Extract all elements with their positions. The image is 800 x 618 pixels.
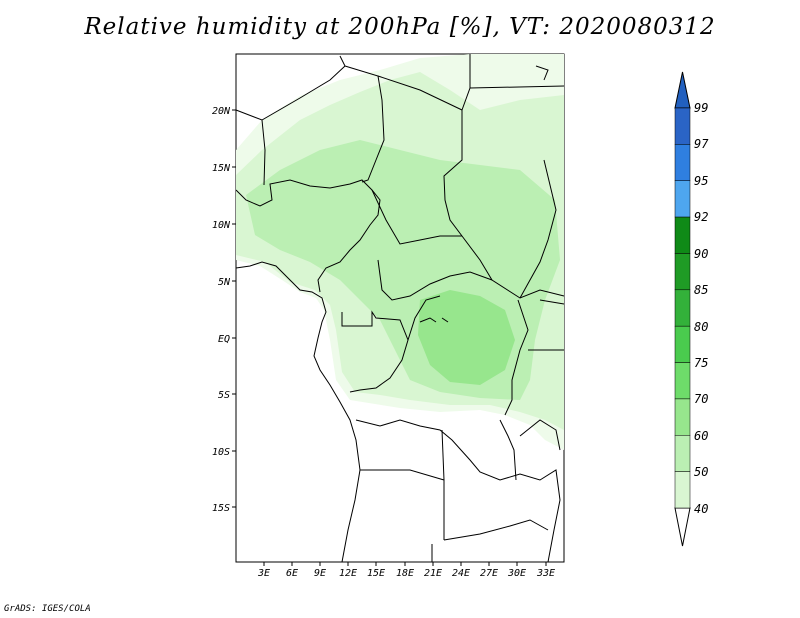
colorbar-segments [674,107,691,509]
lon-tick-label: 18E [396,568,414,579]
lat-tick-label: 5N [218,277,231,288]
colorbar-segment [674,144,691,181]
map-title: Relative humidity at 200hPa [%], VT: 202… [84,14,716,40]
lon-tick-label: 9E [314,568,326,579]
colorbar-label: 40 [694,502,708,516]
lon-tick-label: 24E [452,568,470,579]
colorbar-segment [674,180,691,218]
colorbar-label: 92 [694,210,708,224]
colorbar-label: 85 [694,283,708,297]
lon-tick-label: 21E [424,568,442,579]
lon-tick-label: 33E [536,568,555,579]
lon-tick-label: 30E [507,568,526,579]
colorbar-segment [674,216,691,254]
lat-tick-label: EQ [218,334,230,345]
colorbar-label: 90 [694,247,708,261]
colorbar-segment [674,471,691,509]
colorbar-label: 75 [694,356,708,370]
colorbar-labels: 99 97 95 92 90 85 80 75 70 60 50 40 [694,101,709,516]
lat-axis: 20N 15N 10N 5N EQ 5S 10S 15S [212,106,236,514]
colorbar: 99 97 95 92 90 85 80 75 70 60 50 40 [674,71,709,547]
lon-tick-label: 12E [339,568,357,579]
colorbar-segment [674,435,691,472]
colorbar-segment [674,325,691,363]
colorbar-segment [674,362,691,400]
colorbar-label: 97 [694,137,709,151]
humidity-shading [236,54,564,450]
colorbar-segment [674,253,691,291]
lat-tick-label: 15S [212,503,230,514]
lat-tick-label: 10N [212,220,231,231]
colorbar-label: 50 [694,465,708,479]
colorbar-label: 60 [694,429,708,443]
colorbar-label: 95 [694,174,708,188]
lat-tick-label: 20N [212,106,231,117]
lon-tick-label: 27E [480,568,498,579]
lon-tick-label: 6E [286,568,298,579]
humidity-70-region [418,290,515,385]
grads-credit: GrADS: IGES/COLA [4,604,91,614]
map-panel [235,53,565,563]
lat-tick-label: 15N [212,163,231,174]
colorbar-segment [674,398,691,436]
colorbar-label: 70 [694,392,708,406]
colorbar-label: 80 [694,320,708,334]
lon-tick-label: 15E [367,568,385,579]
country-borders [235,54,565,563]
colorbar-top-arrow [674,71,691,109]
lon-axis: 3E 6E 9E 12E 15E 18E 21E 24E 27E 30E 33E [257,562,555,579]
colorbar-segment [674,107,691,145]
lat-tick-label: 5S [218,390,230,401]
lon-tick-label: 3E [257,568,270,579]
lat-tick-label: 10S [212,447,230,458]
colorbar-label: 99 [694,101,708,115]
colorbar-bottom-arrow [674,507,691,547]
colorbar-segment [674,289,691,327]
